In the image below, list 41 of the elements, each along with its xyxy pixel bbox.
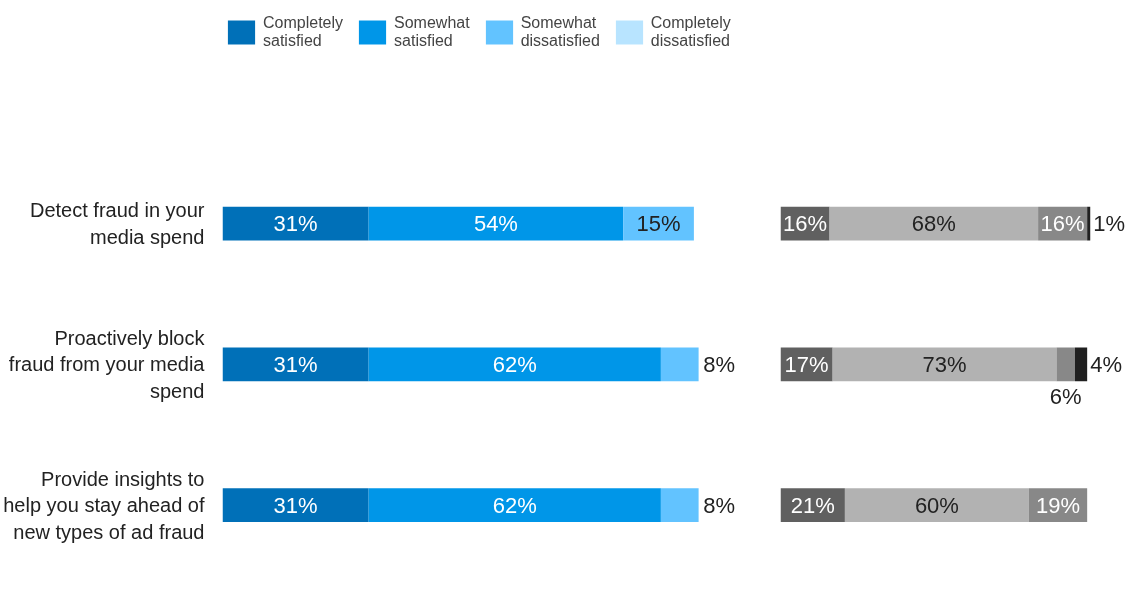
bar [222, 206, 369, 241]
y-tick-label: Proactively block fraud from your media spend [8, 326, 206, 402]
data-label: 31% [273, 351, 318, 377]
data-label: 31% [273, 211, 318, 237]
data-label: 1% [1093, 211, 1126, 237]
data-label: 60% [914, 492, 959, 518]
bar [844, 488, 1029, 523]
legend-label: Completely satisfied [263, 14, 344, 50]
data-label: 19% [1036, 492, 1081, 518]
data-label: 73% [922, 351, 967, 377]
bar [660, 488, 699, 523]
legend-label: Completely dissatisfied [650, 14, 731, 50]
legend-label: Somewhat dissatisfied [520, 14, 600, 50]
data-label: 15% [636, 211, 681, 237]
data-label: 8% [703, 351, 736, 377]
data-label: 6% [1049, 384, 1082, 410]
bar [1056, 347, 1075, 382]
y-tick-label: Detect fraud in your media spend [29, 199, 205, 248]
bar [1074, 347, 1088, 382]
legend-label: Somewhat satisfied [394, 14, 470, 50]
bar [832, 347, 1057, 382]
bar [1087, 206, 1091, 241]
data-label: 31% [273, 492, 318, 518]
data-label: 16% [1040, 211, 1085, 237]
bar [222, 488, 369, 523]
data-label: 54% [473, 211, 518, 237]
bar [368, 488, 661, 523]
data-label: 17% [784, 351, 829, 377]
data-label: 8% [703, 492, 736, 518]
bar [222, 347, 369, 382]
bar [660, 347, 699, 382]
data-label: 62% [492, 351, 537, 377]
bar [829, 206, 1039, 241]
data-label: 16% [783, 211, 828, 237]
bar [368, 347, 661, 382]
data-label: 62% [492, 492, 537, 518]
bar [368, 206, 624, 241]
y-tick-label: Provide insights to help you stay ahead of new types of ad fraud [3, 467, 205, 543]
data-label: 21% [790, 492, 835, 518]
data-label: 68% [911, 211, 956, 237]
data-label: 4% [1090, 351, 1123, 377]
